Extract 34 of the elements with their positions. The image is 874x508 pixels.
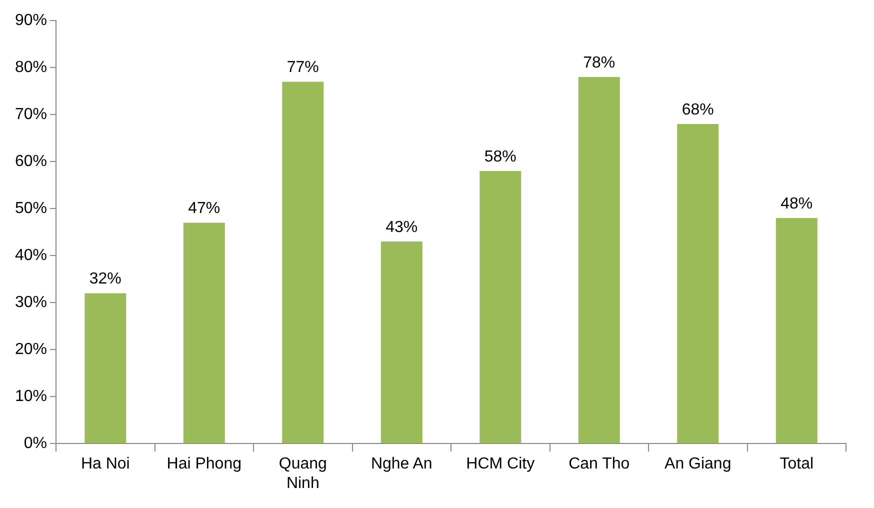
bar [578,77,620,444]
x-tick-label: Nghe An [370,456,432,473]
y-tick-label: 0% [24,435,48,452]
bar [84,293,126,444]
data-label: 77% [286,59,319,76]
bar [677,124,719,444]
x-tick-label: An Giang [664,456,732,473]
data-label: 68% [682,101,714,118]
bar [480,171,522,444]
data-label: 58% [484,148,516,166]
x-tick-label: Ha Noi [80,456,130,473]
bar [776,218,818,444]
y-tick-label: 70% [14,106,48,124]
bar [183,222,225,444]
y-tick-label: 50% [14,200,48,218]
y-tick-label: 60% [14,153,48,170]
data-label: 78% [583,54,616,72]
y-tick-label: 20% [14,341,48,358]
x-tick-label: Quang Ninh [278,456,327,492]
y-tick-label: 40% [14,247,48,264]
y-tick-label: 30% [14,294,48,312]
x-tick-label: Hai Phong [166,456,242,473]
data-label: 47% [188,200,220,218]
data-label: 48% [780,195,813,212]
x-tick-label: Can Tho [568,456,630,473]
y-tick-label: 10% [14,388,48,406]
x-tick-label: HCM City [466,456,535,473]
data-label: 43% [386,218,418,236]
y-tick-label: 80% [14,59,48,76]
y-tick-label: 90% [14,12,48,30]
x-tick-label: Total [780,456,814,473]
bar [282,82,324,444]
bar [380,242,422,444]
data-label: 32% [89,270,122,288]
